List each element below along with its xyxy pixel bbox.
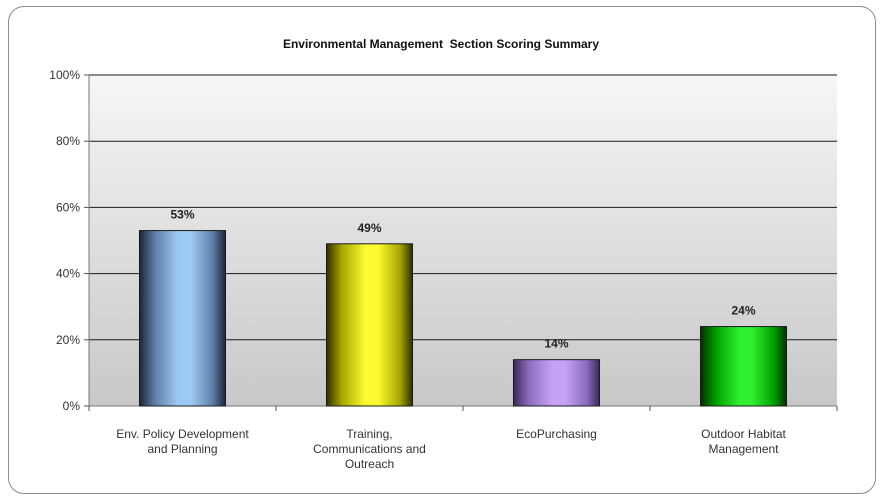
y-tick-label: 80%: [56, 134, 80, 148]
y-tick-label: 40%: [56, 267, 80, 281]
x-category-label: Communications and: [313, 442, 426, 456]
x-category-label: Outreach: [345, 457, 394, 471]
chart-title: Environmental Management Section Scoring…: [283, 37, 599, 51]
bar-1: [138, 230, 227, 407]
x-category-label: Training,: [346, 427, 392, 441]
data-label-3: 14%: [544, 337, 568, 351]
data-label-1: 53%: [170, 208, 194, 222]
x-category-label: Outdoor Habitat: [701, 427, 786, 441]
chart-canvas: Environmental Management Section Scoring…: [49, 37, 838, 471]
x-category-label: EcoPurchasing: [516, 427, 597, 441]
bar-4: [699, 326, 788, 407]
y-tick-label: 60%: [56, 200, 80, 214]
bar-3: [512, 359, 601, 407]
y-tick-label: 100%: [49, 68, 80, 82]
y-tick-label: 0%: [63, 399, 81, 413]
labels: 0% 20% 40% 60% 80% 100% 53% Env. Policy Develop…: [49, 68, 786, 471]
x-category-label: Env. Policy Development: [116, 427, 249, 441]
x-category-label: Management: [708, 442, 779, 456]
x-category-label: and Planning: [147, 442, 217, 456]
chart-frame: Environmental Management Section Scoring…: [8, 6, 876, 494]
data-label-4: 24%: [731, 304, 755, 318]
bars: [138, 230, 788, 407]
y-tick-label: 20%: [56, 333, 80, 347]
data-label-2: 49%: [357, 221, 381, 235]
bar-2: [325, 243, 414, 407]
